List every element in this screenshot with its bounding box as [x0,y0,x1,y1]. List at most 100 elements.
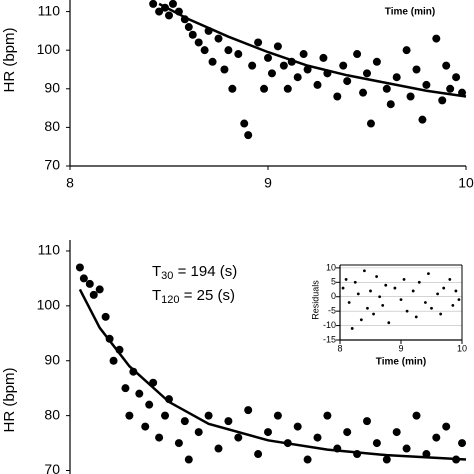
fit-line [158,2,467,98]
data-point [353,50,362,59]
fit-line [78,288,467,461]
data-point [168,0,177,8]
data-point [254,450,263,459]
y-tick-label: 90 [44,79,60,95]
data-point [194,38,203,47]
y-tick-label: -10 [323,320,336,330]
data-point [234,50,243,59]
data-point [344,278,348,281]
data-point [457,298,461,302]
data-point [135,389,144,398]
data-point [414,315,418,319]
data-point [356,292,360,296]
y-tick-label: 5 [331,277,336,287]
data-point [402,46,411,55]
y-axis-label: HR (bpm) [1,27,18,92]
data-point [303,65,312,74]
data-point [375,275,378,278]
data-point [214,444,223,453]
data-point [446,84,455,93]
x-tick-label: 10 [458,175,474,191]
data-point [248,61,257,70]
annotation-base: T [152,287,161,304]
data-point [406,92,415,101]
data-point [224,46,233,55]
data-point [228,84,237,93]
data-point [75,263,84,272]
data-point [273,42,282,51]
x-tick-label: 8 [337,343,342,353]
data-point [417,280,421,284]
data-point [363,69,371,78]
data-point [165,11,173,20]
x-axis-label: Time (min) [376,357,426,368]
data-point [299,50,308,59]
x-tick-label: 9 [398,343,403,353]
data-point [319,53,328,62]
annotation: T30 = 194 (s) [152,263,237,282]
data-point [402,444,411,453]
data-point [436,292,439,296]
annotation-sub: 120 [161,294,179,306]
data-point [214,34,223,43]
data-point [188,30,197,39]
data-point [458,439,467,448]
y-tick-label: 110 [38,242,61,258]
data-point [343,428,352,437]
data-point [184,455,193,464]
data-point [89,290,98,299]
data-point [359,88,368,97]
data-point [125,411,134,420]
data-point [359,318,363,322]
x-tick-label: 8 [66,175,74,191]
data-point [399,298,403,302]
y-tick-label: 10 [326,262,336,272]
data-point [442,422,451,431]
data-point [387,321,391,325]
data-point [402,278,406,281]
data-point [442,286,446,290]
data-point [363,269,366,273]
data-point [386,100,395,109]
data-point [244,406,253,415]
data-point [323,411,332,420]
data-point [366,119,375,128]
data-point [264,428,272,437]
annotation-base: T [152,263,161,280]
data-point [350,327,354,330]
y-tick-label: 100 [37,41,61,57]
data-point [347,301,351,304]
data-point [392,73,401,82]
data-point [145,400,154,409]
data-point [343,77,352,86]
data-point [129,367,138,376]
data-point [194,428,203,437]
data-point [220,65,229,74]
data-point [267,69,276,78]
data-point [121,384,130,393]
data-point [411,289,415,293]
data-point [412,65,421,74]
y-tick-label: 0 [331,291,336,301]
data-point [448,278,452,281]
data-point [313,433,322,442]
data-point [393,286,397,290]
data-point [273,411,282,420]
data-point [418,115,427,124]
data-point [369,289,372,293]
annotation: T120 = 25 (s) [152,287,235,306]
data-point [412,411,421,420]
data-point [405,309,409,313]
data-point [224,417,233,426]
y-tick-label: 70 [44,461,60,474]
data-point [439,312,443,316]
data-point [382,455,391,464]
data-point [101,312,110,321]
y-tick-label: 110 [38,2,61,18]
data-point [234,433,243,442]
data-point [353,280,357,284]
data-point [303,455,312,464]
data-point [378,295,382,299]
data-point [79,274,88,283]
